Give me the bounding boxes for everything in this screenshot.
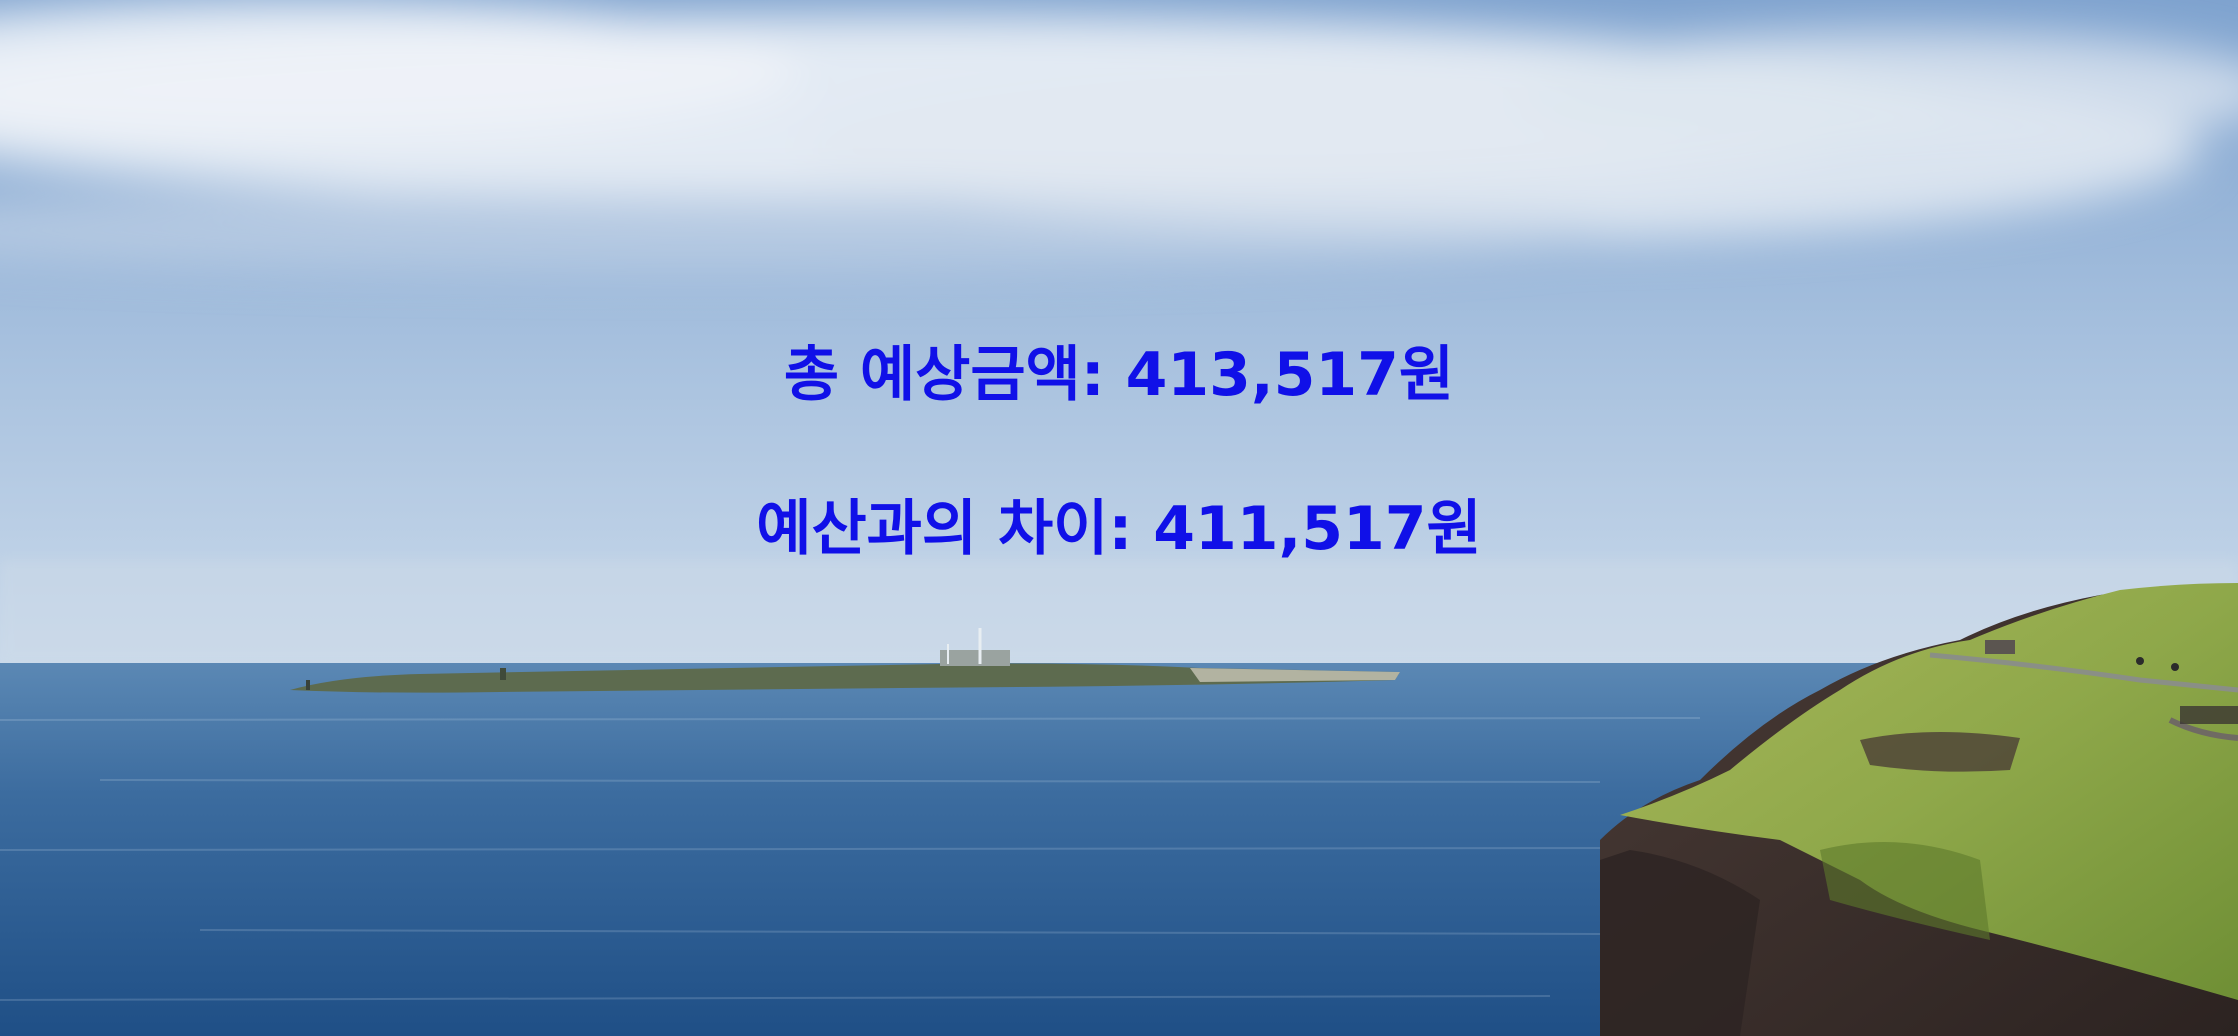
clouds — [0, 0, 2238, 270]
total-estimate-text: 총 예상금액: 413,517원 — [783, 340, 1455, 410]
cliff-walkway — [1929, 640, 2238, 741]
horizon-island — [290, 628, 1400, 693]
budget-difference-text: 예산과의 차이: 411,517원 — [756, 494, 1482, 564]
grassy-cliff — [1600, 583, 2238, 1036]
